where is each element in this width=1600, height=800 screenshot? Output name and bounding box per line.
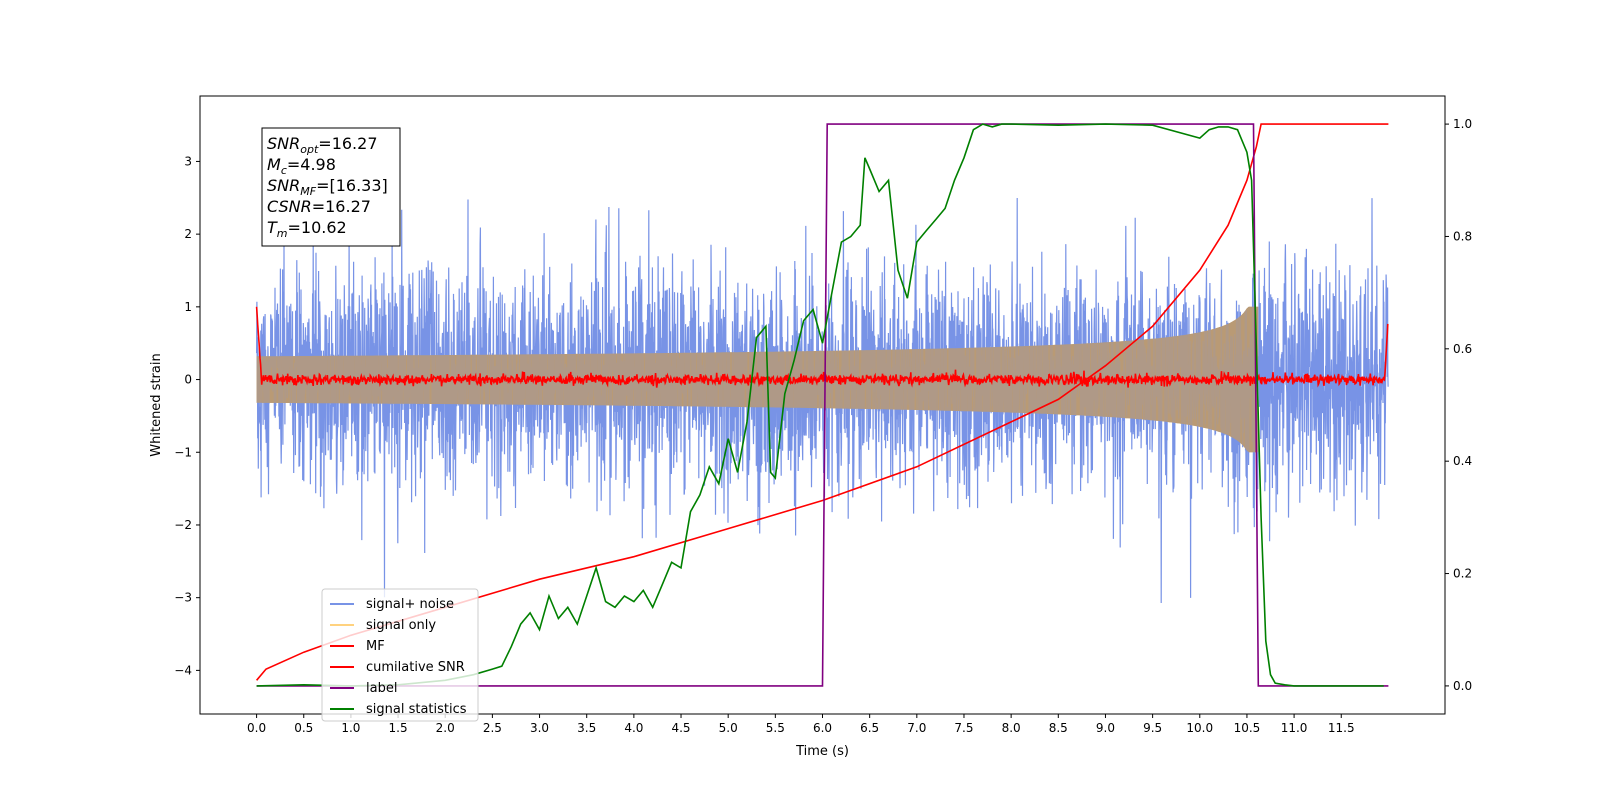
right-y-tick-label: 1.0: [1453, 117, 1472, 131]
x-tick-label: 3.0: [530, 721, 549, 735]
legend-label: signal only: [366, 618, 436, 633]
annotation-line: Tm=10.62: [267, 218, 347, 240]
x-tick-label: 9.5: [1143, 721, 1162, 735]
y-tick-label: −2: [174, 518, 192, 532]
right-y-tick-label: 0.0: [1453, 679, 1472, 693]
legend: signal+ noise signal only MF cumilative SNR…: [321, 588, 479, 722]
x-tick-label: 0.5: [294, 721, 313, 735]
x-tick-label: 6.0: [813, 721, 832, 735]
signal-noise-trace-layer: [256, 197, 1389, 604]
left-y-axis-ticks: −4 −3 −2 −1 0 1 2 3: [174, 154, 200, 677]
annotation-line: SNRopt=16.27: [267, 134, 378, 156]
legend-frame: [321, 588, 479, 722]
x-tick-label: 7.5: [954, 721, 973, 735]
annotation-line: Mc=4.98: [267, 155, 336, 177]
right-y-tick-label: 0.8: [1453, 229, 1472, 243]
x-tick-label: 11.0: [1281, 721, 1308, 735]
x-tick-label: 5.5: [766, 721, 785, 735]
x-tick-label: 1.0: [341, 721, 360, 735]
legend-label: cumilative SNR: [366, 660, 465, 675]
x-tick-label: 1.5: [389, 721, 408, 735]
mf-trace-layer: [255, 306, 1389, 388]
stats-annotation-box: SNRopt=16.27Mc=4.98SNRMF=[16.33]CSNR=16.…: [261, 127, 401, 247]
x-tick-label: 9.0: [1096, 721, 1115, 735]
y-tick-label: 1: [184, 300, 192, 314]
annotation-frame: [261, 127, 401, 247]
annotation-line: CSNR=16.27: [267, 197, 371, 216]
signal-only-envelope-overlay: [256, 306, 1259, 453]
x-tick-label: 8.5: [1049, 721, 1068, 735]
right-y-axis-ticks: 0.0 0.2 0.4 0.6 0.8 1.0: [1445, 117, 1472, 693]
mf-line: [255, 306, 1389, 388]
x-tick-label: 11.5: [1328, 721, 1355, 735]
right-y-tick-label: 0.4: [1453, 454, 1472, 468]
legend-label: label: [366, 681, 397, 696]
right-y-tick-label: 0.2: [1453, 567, 1472, 581]
x-tick-label: 8.0: [1002, 721, 1021, 735]
annotation-line: SNRMF=[16.33]: [267, 176, 388, 198]
y-tick-label: −3: [174, 591, 192, 605]
legend-label: MF: [366, 639, 385, 654]
x-tick-label: 6.5: [860, 721, 879, 735]
legend-label: signal statistics: [366, 702, 467, 717]
legend-label: signal+ noise: [366, 597, 454, 612]
right-y-tick-label: 0.6: [1453, 342, 1472, 356]
x-tick-label: 0.0: [247, 721, 266, 735]
y-tick-label: 2: [184, 227, 192, 241]
x-axis-ticks: 0.0 0.5 1.0 1.5 2.0 2.5 3.0 3.5 4.0 4.5 5.0 5.5 6.0 6…: [247, 714, 1355, 735]
x-axis-title: Time (s): [795, 744, 849, 759]
y-axis-title: Whitened strain: [149, 353, 164, 456]
x-tick-label: 7.0: [907, 721, 926, 735]
y-tick-label: 3: [184, 154, 192, 168]
x-tick-label: 5.0: [719, 721, 738, 735]
x-tick-label: 2.5: [483, 721, 502, 735]
y-tick-label: 0: [184, 373, 192, 387]
x-tick-label: 10.5: [1234, 721, 1261, 735]
signal-statistics-line: [256, 123, 1384, 687]
x-tick-label: 4.5: [671, 721, 690, 735]
x-tick-label: 2.0: [436, 721, 455, 735]
y-tick-label: −1: [174, 445, 192, 459]
x-tick-label: 4.0: [624, 721, 643, 735]
x-tick-label: 3.5: [577, 721, 596, 735]
x-tick-label: 10.0: [1186, 721, 1213, 735]
y-tick-label: −4: [174, 663, 192, 677]
